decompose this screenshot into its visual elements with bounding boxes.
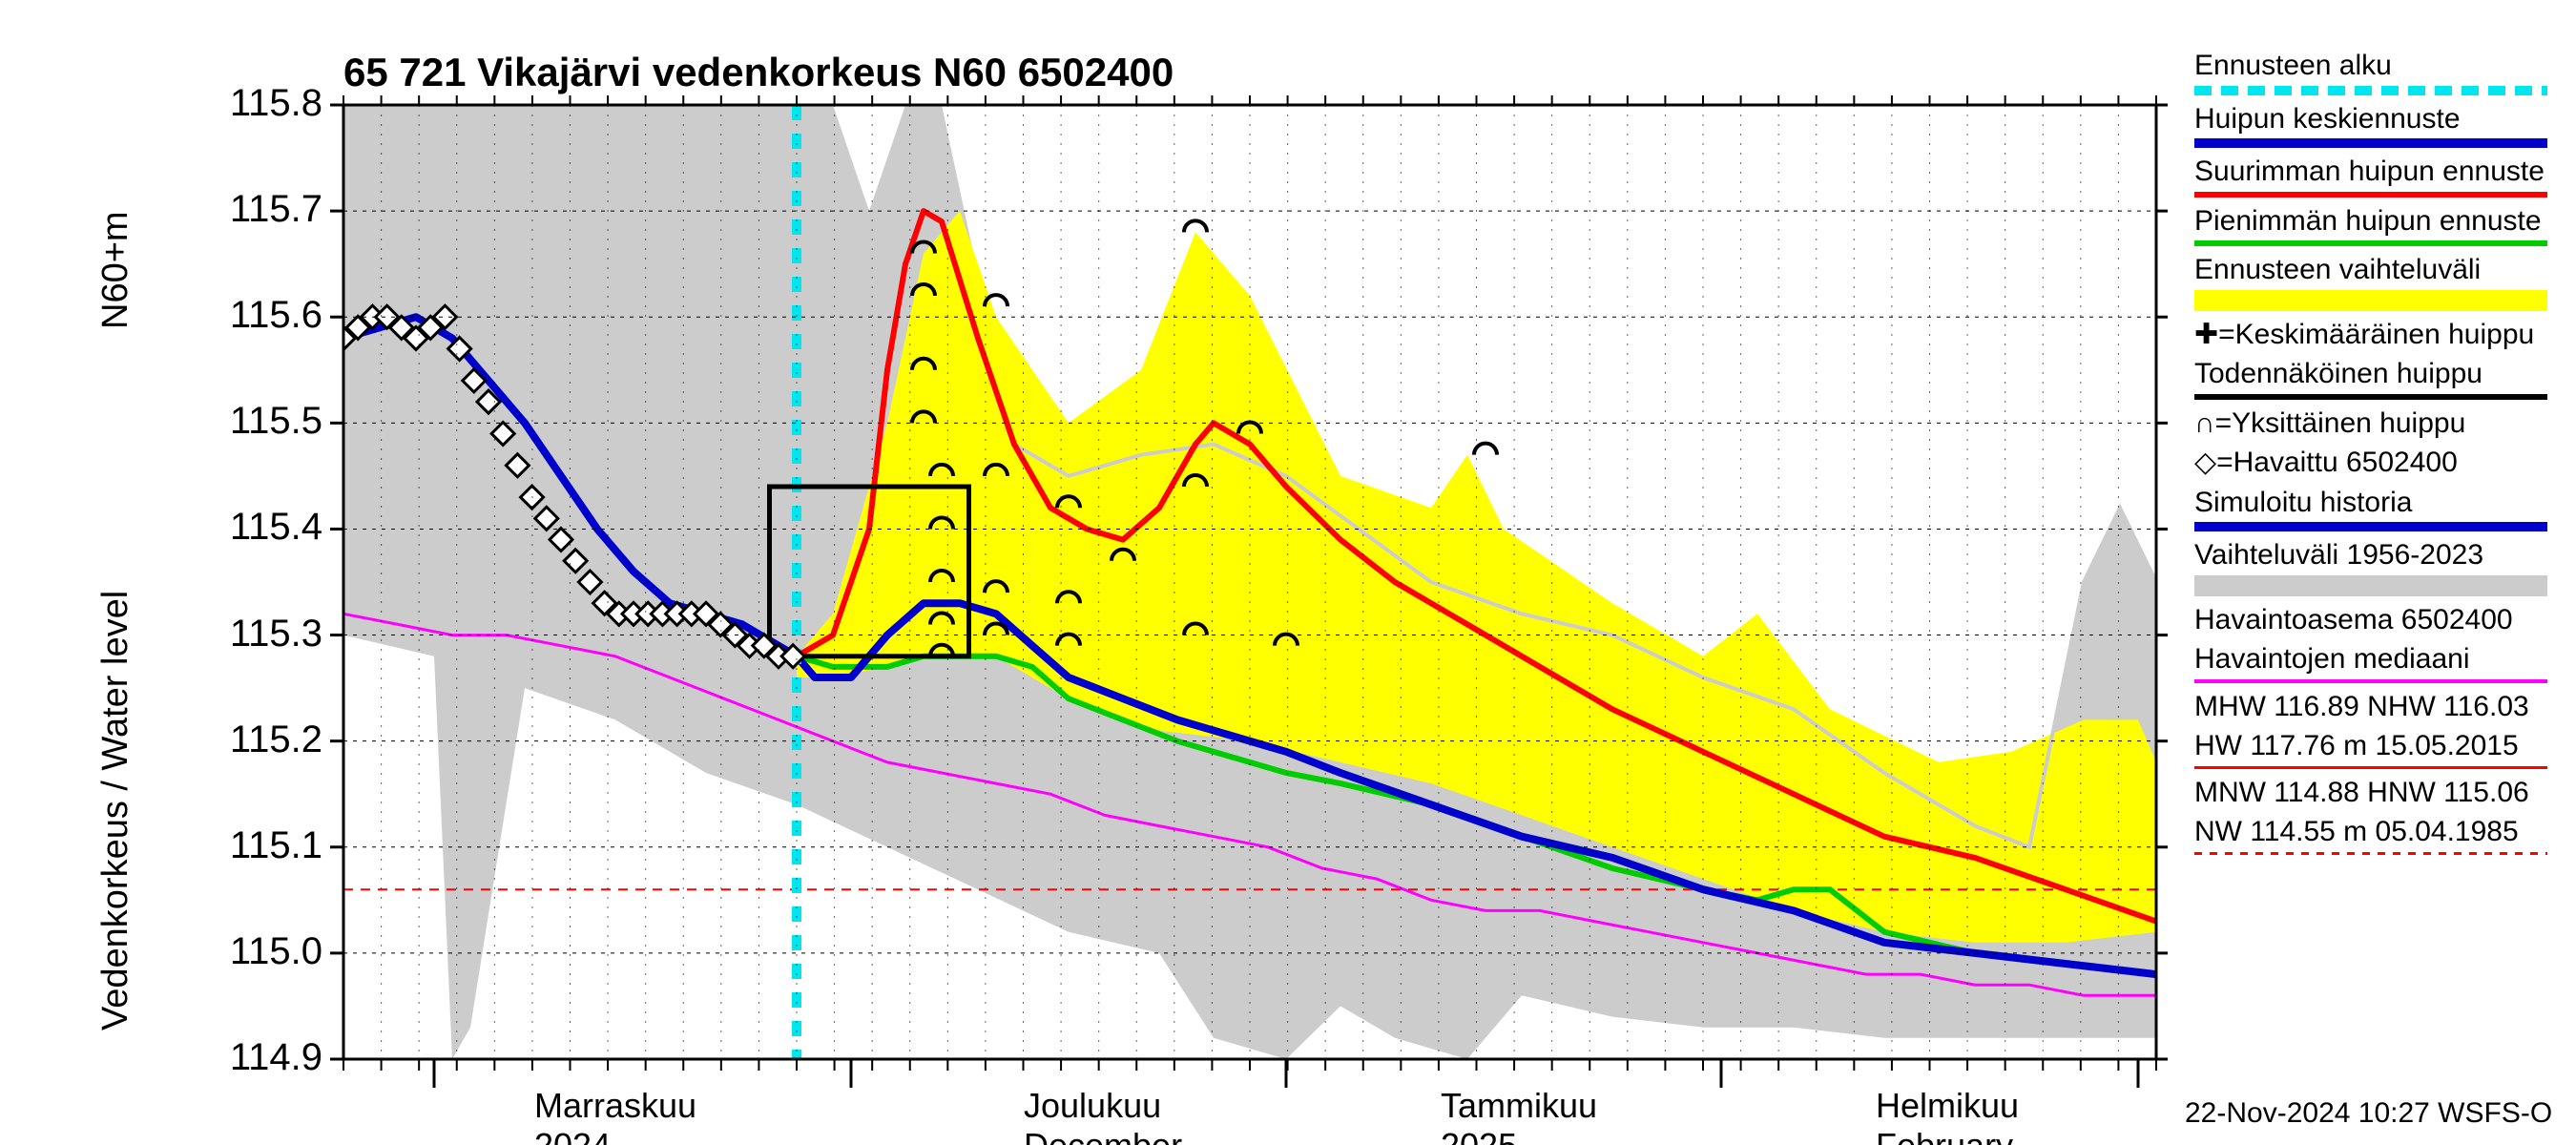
- legend-swatch: [2194, 575, 2547, 596]
- xaxis-label-top: Helmikuu: [1876, 1086, 2019, 1126]
- legend-item: MHW 116.89 NHW 116.03: [2194, 689, 2557, 725]
- legend-swatch: [2194, 522, 2547, 531]
- legend-item: Todennäköinen huippu: [2194, 356, 2557, 392]
- legend-item: Suurimman huipun ennuste: [2194, 154, 2557, 190]
- ytick-label: 115.8: [230, 82, 322, 125]
- xaxis-label-bottom: 2024: [534, 1126, 611, 1145]
- legend-swatch: [2194, 240, 2547, 246]
- legend-item: Ennusteen alku: [2194, 48, 2557, 84]
- legend-item: Vaihteluväli 1956-2023: [2194, 537, 2557, 573]
- legend-item: ✚=Keskimääräinen huippu: [2194, 317, 2557, 353]
- ytick-label: 115.5: [230, 400, 322, 443]
- ytick-label: 115.1: [230, 824, 322, 867]
- plot-svg: [0, 0, 2576, 1145]
- legend-swatch: [2194, 138, 2547, 148]
- ytick-label: 115.0: [230, 930, 322, 973]
- legend-item: ◇=Havaittu 6502400: [2194, 445, 2557, 481]
- legend-swatch: [2194, 86, 2547, 95]
- legend-swatch: [2194, 852, 2547, 855]
- xaxis-label-bottom: 2025: [1441, 1126, 1517, 1145]
- legend: Ennusteen alku Huipun keskiennuste Suurimm…: [2194, 48, 2557, 861]
- xaxis-label-bottom: February: [1876, 1126, 2013, 1145]
- legend-item: ∩=Yksittäinen huippu: [2194, 406, 2557, 442]
- ytick-label: 115.3: [230, 613, 322, 656]
- legend-item: Havaintojen mediaani: [2194, 641, 2557, 677]
- ytick-label: 115.2: [230, 718, 322, 761]
- legend-item: NW 114.55 m 05.04.1985: [2194, 814, 2557, 850]
- legend-item: MNW 114.88 HNW 115.06: [2194, 775, 2557, 811]
- ytick-label: 115.4: [230, 506, 322, 549]
- legend-swatch: [2194, 766, 2547, 769]
- xaxis-label-top: Marraskuu: [534, 1086, 696, 1126]
- ytick-label: 115.6: [230, 294, 322, 337]
- xaxis-label-bottom: December: [1024, 1126, 1182, 1145]
- xaxis-label-top: Tammikuu: [1441, 1086, 1597, 1126]
- legend-item: HW 117.76 m 15.05.2015: [2194, 728, 2557, 764]
- legend-item: Havaintoasema 6502400: [2194, 602, 2557, 638]
- xaxis-label-top: Joulukuu: [1024, 1086, 1161, 1126]
- legend-swatch: [2194, 192, 2547, 198]
- legend-swatch: [2194, 394, 2547, 400]
- legend-item: Huipun keskiennuste: [2194, 101, 2557, 137]
- legend-swatch: [2194, 679, 2547, 683]
- legend-item: Ennusteen vaihteluväli: [2194, 252, 2557, 288]
- legend-item: Pienimmän huipun ennuste: [2194, 203, 2557, 239]
- ytick-label: 114.9: [230, 1036, 322, 1079]
- ytick-label: 115.7: [230, 188, 322, 231]
- legend-swatch: [2194, 290, 2547, 311]
- footer-timestamp: 22-Nov-2024 10:27 WSFS-O: [2185, 1097, 2552, 1130]
- legend-item: Simuloitu historia: [2194, 485, 2557, 521]
